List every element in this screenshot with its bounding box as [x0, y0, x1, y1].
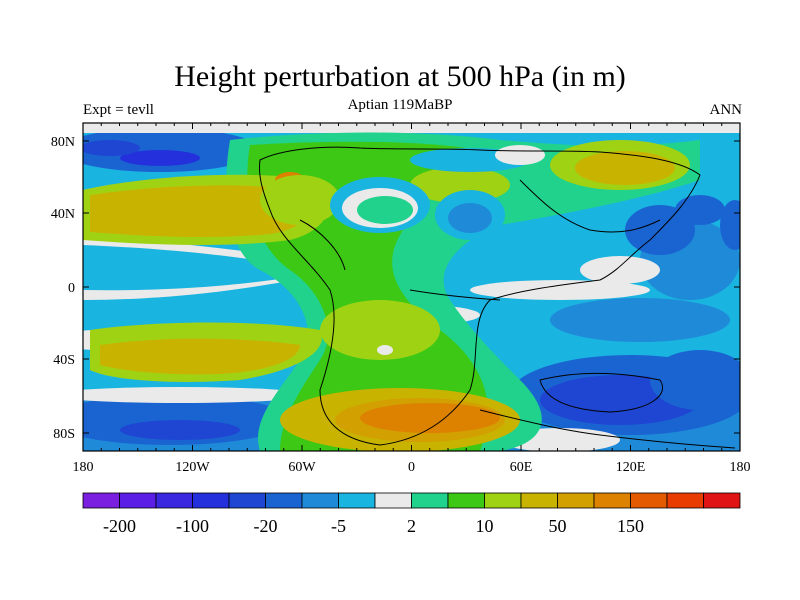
colorbar-label: 10: [476, 516, 494, 536]
lat-tick-label: 0: [68, 281, 75, 296]
colorbar-swatch: [411, 492, 449, 509]
lat-tick-label: 80S: [53, 427, 75, 442]
lat-tick-label: 40N: [51, 207, 75, 222]
colorbar-swatch: [119, 492, 157, 509]
colorbar-swatch: [666, 492, 704, 509]
colorbar-swatch: [703, 492, 741, 509]
colorbar-swatch: [557, 492, 595, 509]
colorbar-label: -100: [176, 516, 209, 536]
colorbar-label: -5: [331, 516, 346, 536]
lon-tick-label: 120E: [616, 460, 646, 475]
map-title: Height perturbation at 500 hPa (in m): [174, 60, 626, 93]
height-field: [83, 123, 740, 451]
coastlines: [259, 146, 736, 449]
lon-tick-label: 120W: [175, 460, 210, 475]
colorbar-label: 150: [617, 516, 644, 536]
lon-tick-label: 0: [408, 460, 415, 475]
colorbar-swatch: [447, 492, 485, 509]
colorbar-swatch: [630, 492, 668, 509]
colorbar-swatch: [301, 492, 339, 509]
colorbar-label: 2: [407, 516, 416, 536]
colorbar-swatch: [593, 492, 631, 509]
colorbar-label: -20: [254, 516, 278, 536]
colorbar-swatch: [192, 492, 230, 509]
colorbar-swatch: [228, 492, 266, 509]
colorbar-swatch: [374, 492, 412, 509]
colorbar-swatch: [265, 492, 303, 509]
colorbar: -200 -100 -20 -5 2 10 50 150: [82, 492, 741, 536]
lon-tick-label: 60W: [288, 460, 316, 475]
lat-tick-label: 40S: [53, 353, 75, 368]
colorbar-swatch: [338, 492, 376, 509]
colorbar-label: -200: [103, 516, 136, 536]
period-label: Aptian 119MaBP: [347, 97, 453, 113]
lon-tick-label: 60E: [510, 460, 533, 475]
colorbar-swatch: [82, 492, 120, 509]
lon-tick-label: 180: [73, 460, 94, 475]
colorbar-swatch: [520, 492, 558, 509]
lat-tick-label: 80N: [51, 135, 75, 150]
colorbar-swatch: [155, 492, 193, 509]
lon-tick-label: 180: [730, 460, 751, 475]
experiment-label: Expt = tevll: [83, 102, 154, 118]
colorbar-swatch: [484, 492, 522, 509]
season-label: ANN: [709, 102, 743, 118]
colorbar-label: 50: [549, 516, 567, 536]
